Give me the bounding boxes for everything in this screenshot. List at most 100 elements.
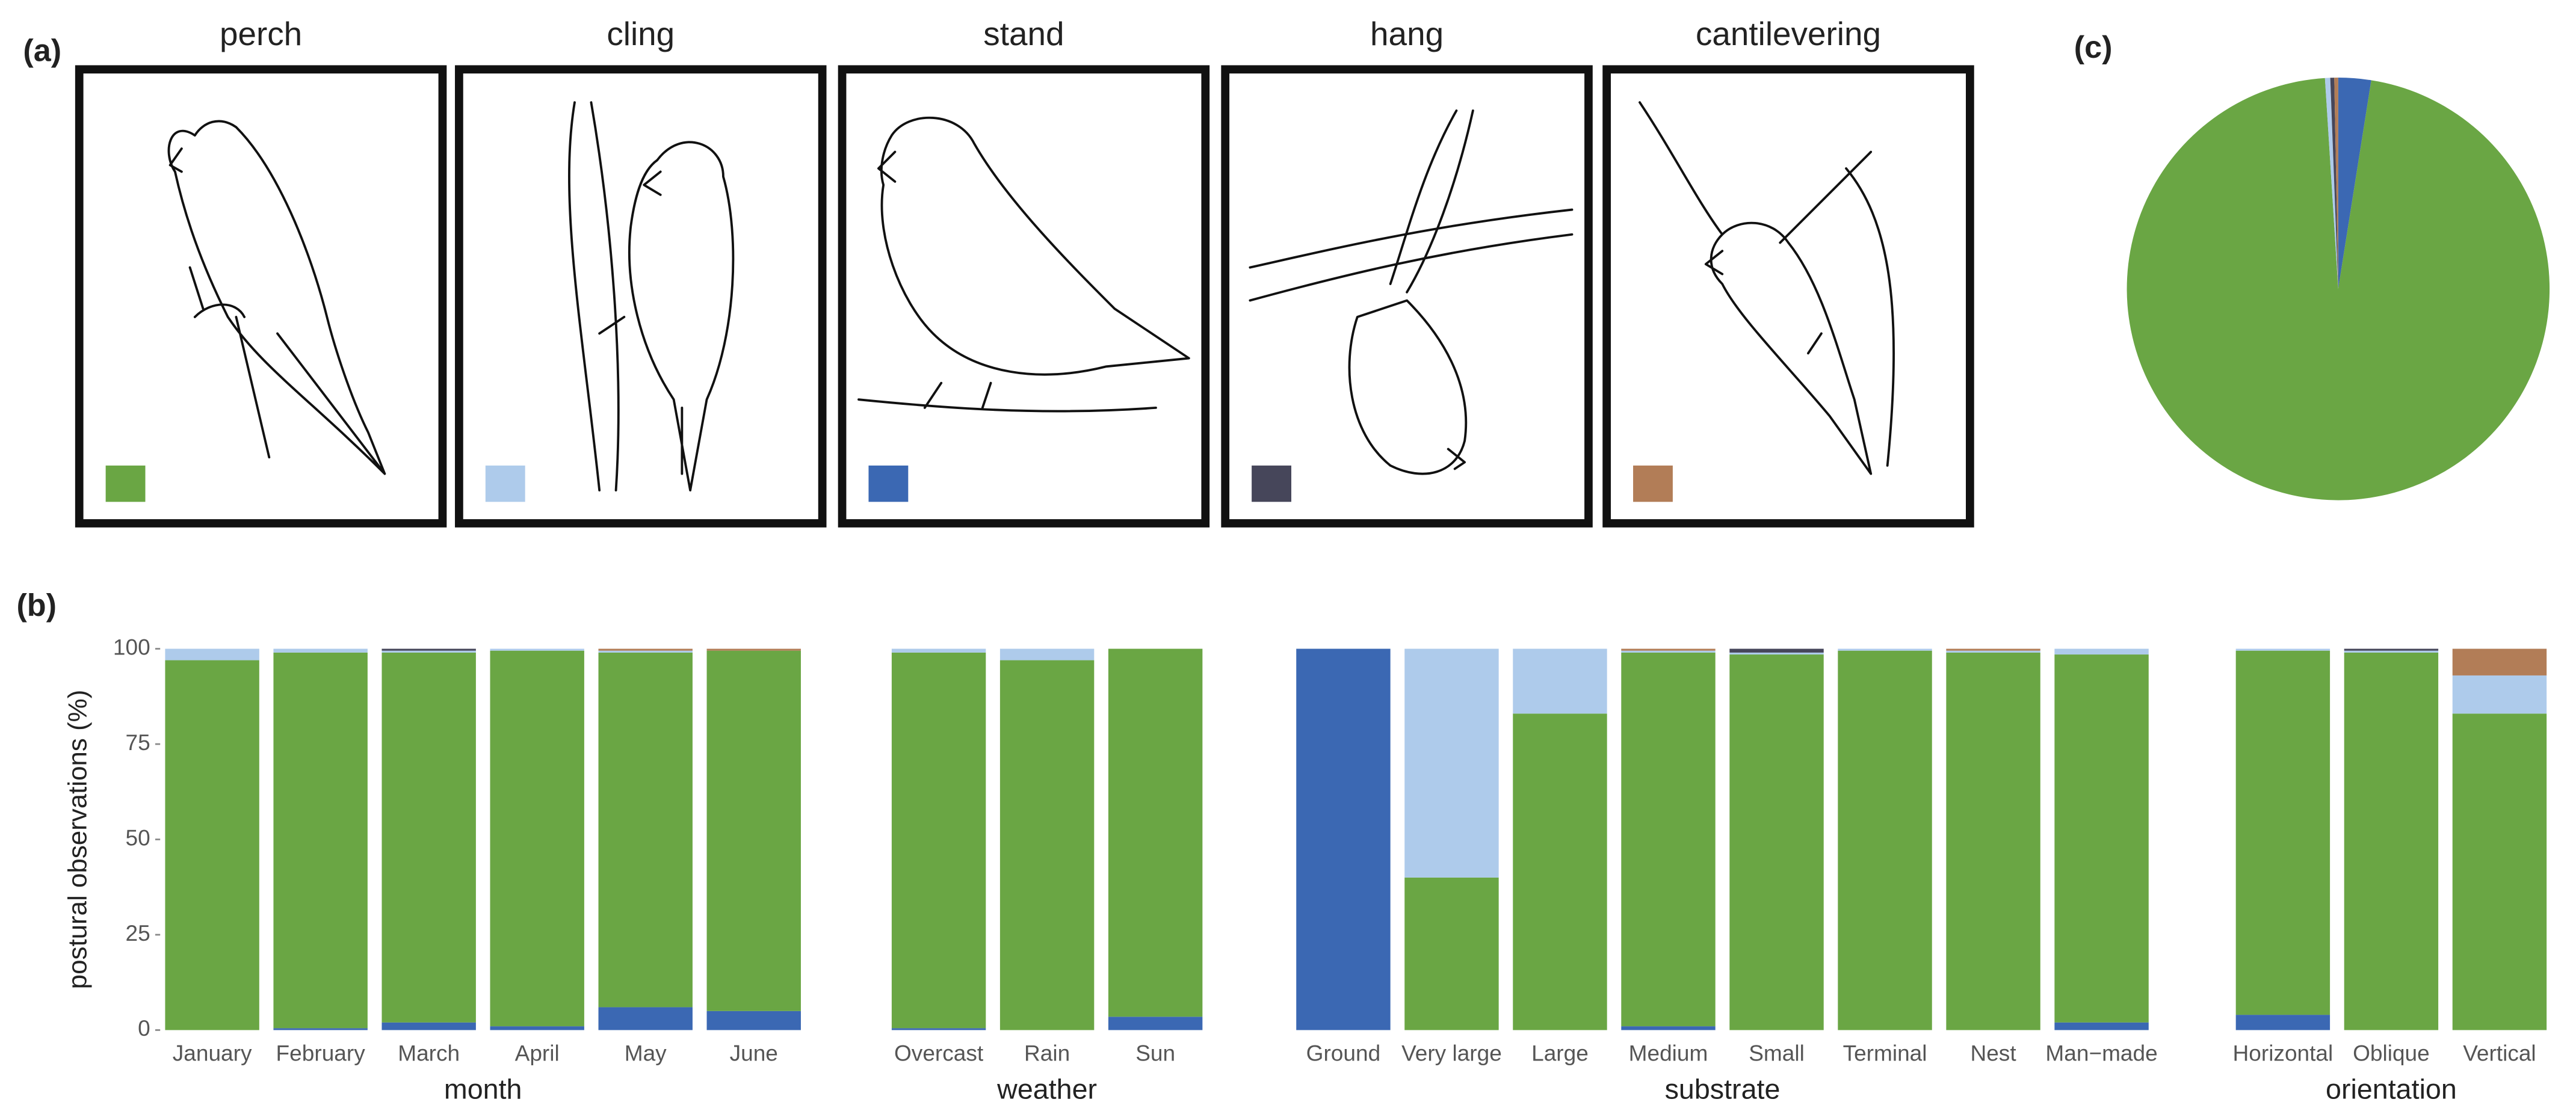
bar-segment bbox=[598, 650, 693, 653]
bar-segment bbox=[273, 652, 368, 1029]
y-tick-label: 75 bbox=[126, 730, 150, 755]
bar-segment bbox=[1108, 648, 1203, 1017]
bar-segment bbox=[381, 652, 476, 1023]
y-tick-label: 25 bbox=[126, 920, 150, 946]
panel-c bbox=[2127, 78, 2550, 500]
legend-swatch bbox=[1252, 465, 1291, 502]
x-tick-label: Rain bbox=[1024, 1040, 1070, 1065]
bar-segment bbox=[490, 1026, 584, 1030]
x-tick-label: Medium bbox=[1629, 1040, 1708, 1065]
illustrations bbox=[167, 101, 1895, 492]
bar-segment bbox=[2054, 648, 2149, 655]
x-tick-label: June bbox=[730, 1040, 778, 1065]
illustration bbox=[1249, 109, 1574, 475]
bar-segment bbox=[2452, 713, 2547, 1030]
x-tick-label: Ground bbox=[1306, 1040, 1381, 1065]
posture-box bbox=[75, 65, 447, 528]
posture-title: perch bbox=[220, 15, 302, 52]
bar-segment bbox=[999, 660, 1095, 1030]
bar-segment bbox=[2235, 650, 2330, 1015]
bar-segment bbox=[490, 648, 584, 651]
x-tick-label: Man−made bbox=[2045, 1040, 2157, 1065]
bar-segment bbox=[2235, 648, 2330, 651]
bar-segment bbox=[1513, 713, 1607, 1030]
legend-swatch bbox=[485, 465, 525, 502]
x-tick-label: Overcast bbox=[894, 1040, 984, 1065]
x-tick-label: February bbox=[276, 1040, 366, 1065]
x-tick-label: Nest bbox=[1970, 1040, 2016, 1065]
y-tick-label: 50 bbox=[126, 825, 150, 850]
bar-segment bbox=[891, 1028, 986, 1030]
bar-segment bbox=[1729, 648, 1824, 653]
x-tick-label: March bbox=[398, 1040, 460, 1065]
bar-segment bbox=[165, 660, 259, 1030]
bar-segment bbox=[598, 1007, 693, 1030]
bar-segment bbox=[706, 650, 801, 1011]
x-tick-label: Small bbox=[1749, 1040, 1805, 1065]
posture-title: stand bbox=[983, 15, 1064, 52]
posture-box bbox=[455, 65, 827, 528]
bar-segment bbox=[490, 650, 584, 1027]
bar-segment bbox=[1838, 648, 1932, 651]
bar-segment bbox=[381, 1022, 476, 1030]
posture-title: cantilevering bbox=[1696, 15, 1881, 52]
bar-segment bbox=[2344, 652, 2439, 1030]
bar-segment bbox=[1621, 652, 1716, 1027]
bar-segment bbox=[2054, 654, 2149, 1023]
bar-segment bbox=[2344, 648, 2439, 651]
bar-segment bbox=[1621, 1026, 1716, 1030]
x-tick-label: Horizontal bbox=[2233, 1040, 2334, 1065]
bar-segment bbox=[1729, 652, 1824, 655]
legend-swatch bbox=[1633, 465, 1673, 502]
bar-segment bbox=[1108, 1017, 1203, 1030]
illustration bbox=[568, 101, 735, 492]
bar-segment bbox=[999, 648, 1095, 660]
bar-segment bbox=[2344, 650, 2439, 653]
bar-segment bbox=[891, 648, 986, 653]
panel-label: (b) bbox=[16, 588, 57, 623]
bar-segment bbox=[1404, 648, 1499, 878]
x-tick-label: January bbox=[173, 1040, 252, 1065]
y-tick-label: 0 bbox=[138, 1015, 150, 1041]
legend-swatch bbox=[105, 465, 146, 502]
x-tick-label: Terminal bbox=[1843, 1040, 1927, 1065]
panel-b: 0 25 50 75 100 postural observations (%) Janua… bbox=[63, 634, 2547, 1104]
y-tick-label: 100 bbox=[113, 634, 150, 659]
bar-segment bbox=[1296, 648, 1391, 1030]
bar-segment bbox=[273, 648, 368, 653]
bar-segment bbox=[706, 1011, 801, 1030]
x-tick-label: Vertical bbox=[2463, 1040, 2536, 1065]
bar-segment bbox=[2235, 1015, 2330, 1030]
bar-segment bbox=[1838, 650, 1932, 1030]
group-label: weather bbox=[996, 1073, 1097, 1104]
bar-segment bbox=[706, 648, 801, 651]
x-tick-label: May bbox=[625, 1040, 667, 1065]
group-label: orientation bbox=[2326, 1073, 2457, 1104]
pie-slice bbox=[2324, 78, 2338, 289]
panel-a: perch cling stand hang cantilevering bbox=[75, 15, 1974, 528]
bar-segment bbox=[1729, 654, 1824, 1030]
bar-segment bbox=[1946, 652, 2040, 1030]
x-tick-label: Large bbox=[1531, 1040, 1589, 1065]
bar-segment bbox=[273, 1028, 368, 1030]
illustration bbox=[857, 117, 1190, 413]
bar-segment bbox=[2452, 675, 2547, 714]
bar-segment bbox=[1621, 650, 1716, 653]
x-tick-label: Oblique bbox=[2353, 1040, 2430, 1065]
panel-label: (c) bbox=[2074, 30, 2113, 65]
legend-swatch bbox=[868, 465, 909, 502]
x-tick-label: Sun bbox=[1135, 1040, 1175, 1065]
bar-segment bbox=[2054, 1022, 2149, 1030]
pie-slice bbox=[2330, 78, 2338, 289]
bar-segment bbox=[381, 650, 476, 653]
posture-box bbox=[838, 65, 1210, 528]
bar-segment bbox=[1946, 648, 2040, 651]
bar-segment bbox=[598, 648, 693, 651]
y-axis-label: postural observations (%) bbox=[63, 690, 92, 989]
group-label: substrate bbox=[1665, 1073, 1781, 1104]
x-tick-label: Very large bbox=[1401, 1040, 1502, 1065]
bar-segment bbox=[2452, 648, 2547, 676]
bar-segment bbox=[1946, 650, 2040, 653]
pie-slice bbox=[2338, 78, 2371, 289]
